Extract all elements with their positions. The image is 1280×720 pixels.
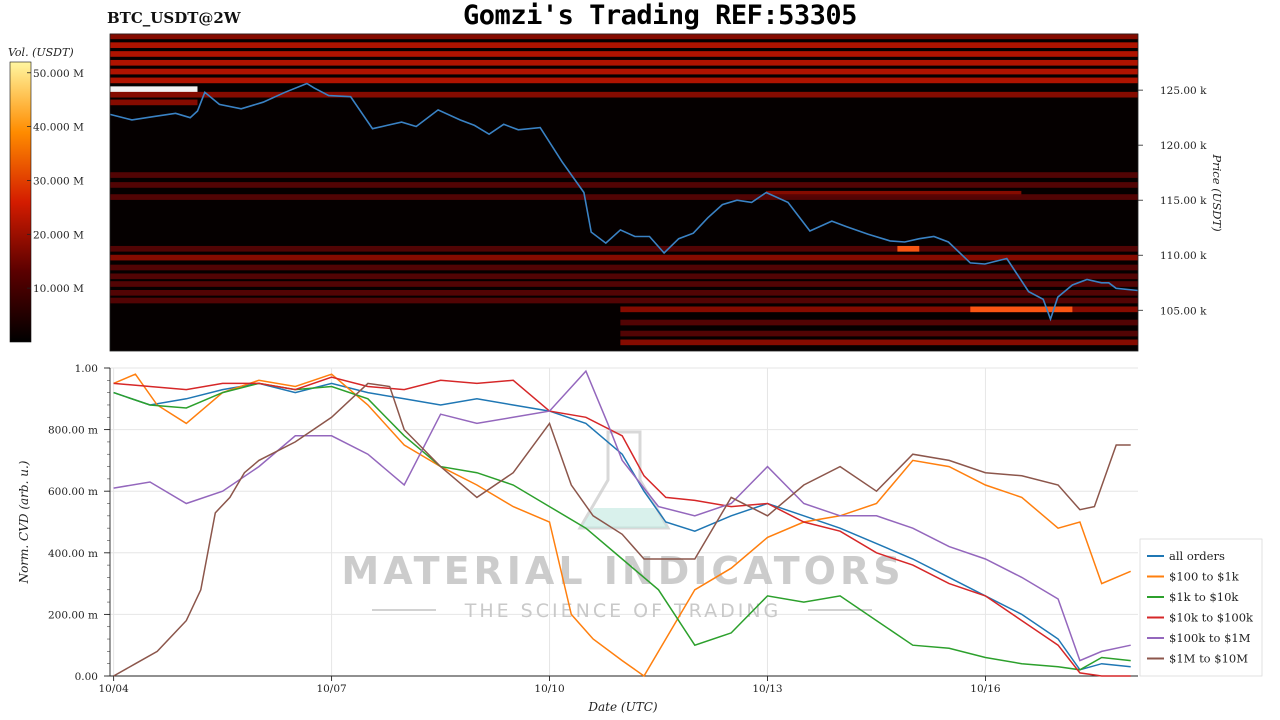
- liquidity-band: [110, 273, 1138, 280]
- price-tick-label: 125.00 k: [1160, 85, 1207, 97]
- heatmap-frame: [109, 33, 1139, 352]
- liquidity-band: [970, 306, 1073, 313]
- price-tick-label: 110.00 k: [1160, 250, 1207, 262]
- legend-entry: $1k to $10k: [1169, 590, 1239, 604]
- liquidity-band: [897, 245, 920, 252]
- cvd-x-label: Date (UTC): [587, 700, 657, 714]
- legend-entry: $1M to $10M: [1169, 652, 1248, 666]
- pair-label: BTC_USDT@2W: [107, 9, 241, 27]
- watermark-tagline: THE SCIENCE OF TRADING: [464, 600, 782, 622]
- price-axis-label: Price (USDT): [1210, 153, 1224, 231]
- cvd-series-group: [113, 369, 1131, 678]
- price-tick-label: 120.00 k: [1160, 140, 1207, 152]
- liquidity-band: [110, 281, 1138, 287]
- cvd-series-line: [113, 382, 1131, 677]
- cvd-x-tick-label: 10/04: [98, 683, 129, 695]
- cvd-y-tick-label: 200.00 m: [48, 609, 98, 621]
- colorbar-tick-label: 20.000 M: [33, 229, 84, 241]
- colorbar-tick-label: 40.000 M: [33, 122, 84, 134]
- cvd-x-tick-label: 10/10: [534, 683, 564, 695]
- cvd-series-line: [113, 369, 1131, 662]
- colorbar-gradient: [9, 61, 32, 343]
- cvd-y-tick-label: 0.00: [75, 671, 98, 683]
- liquidity-band: [110, 194, 1138, 200]
- liquidity-band: [110, 42, 1138, 48]
- cvd-x-tick-label: 10/07: [316, 683, 346, 695]
- cvd-series-line: [113, 373, 1131, 678]
- liquidity-band: [110, 59, 1138, 66]
- cvd-series-line: [113, 376, 1131, 677]
- liquidity-band: [110, 289, 1138, 296]
- liquidity-band: [110, 68, 1138, 75]
- cvd-y-tick-label: 600.00 m: [48, 486, 98, 498]
- cvd-y-tick-label: 1.00: [75, 363, 98, 375]
- liquidity-band: [620, 319, 1138, 326]
- flask-liquid: [580, 508, 668, 528]
- liquidity-band: [620, 330, 1138, 337]
- price-tick-label: 105.00 k: [1160, 305, 1207, 317]
- colorbar-tick-label: 30.000 M: [33, 175, 84, 187]
- cvd-panel: 0.00 200.00 m 400.00 m 600.00 m 800.00 m 1.00…: [17, 363, 1138, 714]
- cvd-y-tick-label: 400.00 m: [48, 548, 98, 560]
- liquidity-band: [110, 297, 1138, 304]
- liquidity-band: [110, 86, 198, 93]
- colorbar-label: Vol. (USDT): [8, 46, 74, 59]
- watermark: MATERIAL INDICATORS THE SCIENCE OF TRADIN…: [341, 430, 904, 622]
- colorbar-tick-label: 10.000 M: [33, 283, 84, 295]
- heatmap-panel: 105.00 k 110.00 k 115.00 k 120.00 k 125.00 k…: [109, 33, 1224, 352]
- chart-title: Gomzi's Trading REF:53305: [463, 0, 857, 31]
- cvd-x-tick-label: 10/16: [970, 683, 1001, 695]
- legend-entry: all orders: [1169, 549, 1225, 563]
- liquidity-band: [110, 254, 1138, 261]
- liquidity-band: [110, 182, 1138, 188]
- colorbar-tick-label: 50.000 M: [33, 68, 84, 80]
- cvd-y-label: Norm. CVD (arb. u.): [17, 460, 31, 584]
- colorbar: Vol. (USDT) 10.000 M 20.000 M 30.000 M 40.00…: [8, 46, 84, 343]
- legend: all orders $100 to $1k $1k to $10k $10k to …: [1139, 538, 1263, 677]
- cvd-x-tick-label: 10/13: [752, 683, 782, 695]
- liquidity-band: [620, 339, 1138, 346]
- cvd-y-tick-label: 800.00 m: [48, 425, 98, 437]
- legend-entry: $10k to $100k: [1169, 611, 1254, 625]
- liquidity-band: [110, 33, 1138, 40]
- legend-box: [1139, 538, 1263, 677]
- liquidity-band: [620, 306, 1138, 313]
- liquidity-band: [110, 264, 1138, 271]
- liquidity-band: [110, 245, 1138, 252]
- price-line: [109, 82, 1139, 322]
- price-tick-label: 115.00 k: [1160, 195, 1207, 207]
- liquidity-band: [110, 99, 198, 106]
- legend-entry: $100k to $1M: [1169, 631, 1251, 645]
- liquidity-band: [110, 77, 1138, 84]
- legend-entry: $100 to $1k: [1169, 570, 1240, 584]
- liquidity-band: [110, 51, 1138, 57]
- liquidity-band: [110, 91, 1138, 98]
- liquidity-band: [766, 190, 1022, 197]
- liquidity-band: [110, 172, 1138, 178]
- watermark-brand: MATERIAL INDICATORS: [341, 549, 904, 593]
